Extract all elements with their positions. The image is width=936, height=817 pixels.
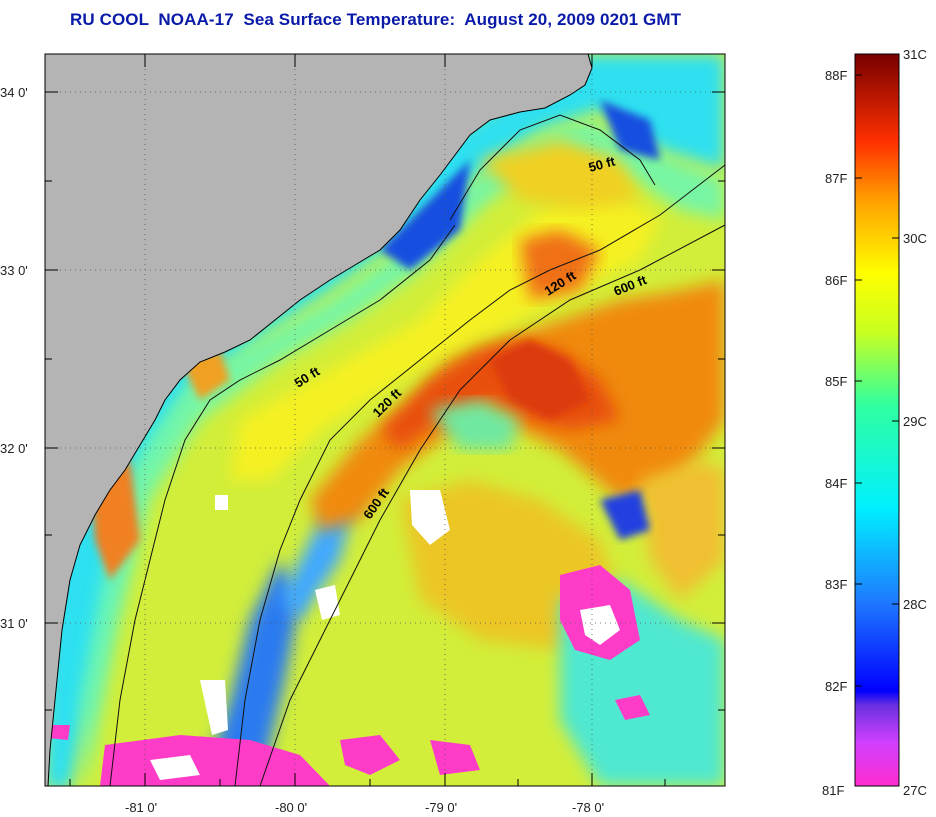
cb-c-27: 27C <box>903 783 927 798</box>
cb-c-28: 28C <box>903 597 927 612</box>
cb-c-31: 31C <box>903 47 927 62</box>
graticule <box>45 54 725 786</box>
bathymetry-contours <box>109 114 725 786</box>
lat-label-33: 33 0' <box>0 263 28 278</box>
colorbar-ticks <box>855 74 899 687</box>
map-frame <box>44 53 726 787</box>
coastline <box>47 54 593 786</box>
colorbar <box>854 53 900 787</box>
axis-ticks <box>45 54 725 786</box>
cb-c-30: 30C <box>903 231 927 246</box>
cb-f-82: 82F <box>825 679 847 694</box>
lat-label-31: 31 0' <box>0 616 28 631</box>
cloud-mask <box>48 68 650 786</box>
map-title: RU COOL NOAA-17 Sea Surface Temperature:… <box>70 10 682 29</box>
offshore-patch <box>215 162 270 196</box>
lon-label-79: -79 0' <box>425 800 457 815</box>
cb-f-85: 85F <box>825 374 847 389</box>
cb-f-81: 81F <box>822 783 844 798</box>
cb-c-29: 29C <box>903 414 927 429</box>
lat-label-32: 32 0' <box>0 441 28 456</box>
lat-label-34: 34 0' <box>0 85 28 100</box>
contour-50ft-south <box>109 224 456 786</box>
cb-f-87: 87F <box>825 171 847 186</box>
contour-120ft <box>234 164 725 786</box>
lon-label-78: -78 0' <box>572 800 604 815</box>
cb-f-86: 86F <box>825 273 847 288</box>
contour-50ft-north <box>449 114 656 221</box>
contour-600ft <box>259 224 725 786</box>
cb-f-83: 83F <box>825 577 847 592</box>
land-mass <box>45 54 592 786</box>
cb-f-84: 84F <box>825 476 847 491</box>
lon-label-81: -81 0' <box>125 800 157 815</box>
lon-label-80: -80 0' <box>275 800 307 815</box>
cb-f-88: 88F <box>825 68 847 83</box>
contour-label-50ft-north: 50 ft <box>587 153 617 175</box>
